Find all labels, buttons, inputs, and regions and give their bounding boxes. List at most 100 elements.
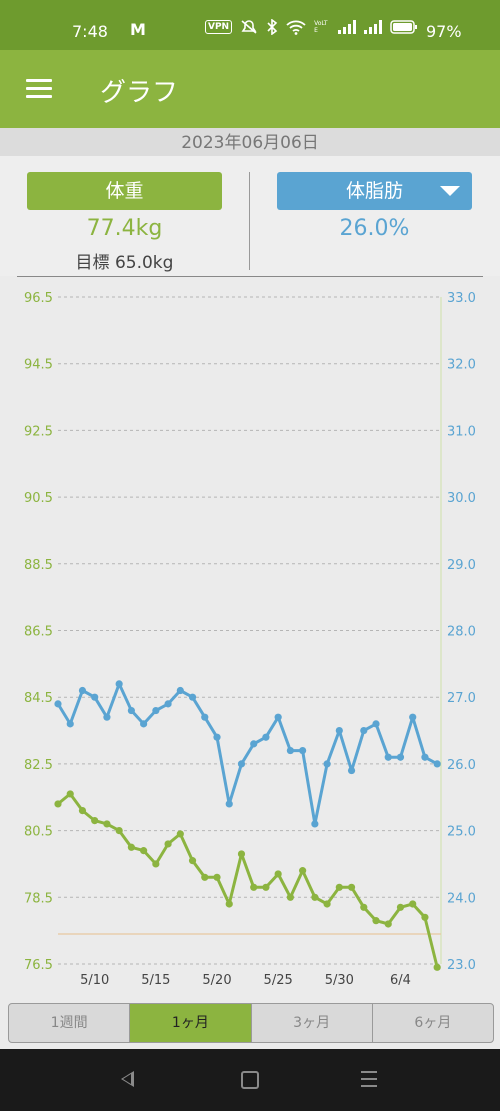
right-tick-label: 32.0 (447, 358, 476, 373)
body-fat-point (286, 746, 294, 755)
body-fat-dropdown[interactable]: 体脂肪 (277, 172, 472, 210)
body-fat-point (396, 753, 405, 761)
tab-3-months[interactable]: 3ヶ月 (252, 1004, 373, 1042)
left-tick-label: 82.5 (24, 758, 53, 773)
body-fat-point (66, 720, 74, 728)
body-fat-point (299, 746, 307, 755)
weight-point (421, 913, 429, 921)
body-fat-point (409, 713, 417, 721)
right-tick-label: 24.0 (447, 891, 476, 906)
x-tick-label: 5/10 (80, 973, 109, 988)
goal-weight: 目標 65.0kg (75, 253, 174, 273)
body-fat-point (262, 733, 270, 741)
left-tick-label: 84.5 (24, 691, 53, 706)
weight-series-line (57, 792, 439, 968)
body-fat-point (188, 693, 197, 701)
body-fat-point (421, 753, 429, 761)
signal-1-icon (338, 20, 357, 34)
weight-value: 77.4kg (86, 216, 163, 241)
body-fat-point (237, 760, 246, 768)
left-tick-label: 94.5 (24, 358, 53, 373)
weight-fat-chart: 96.5 94.5 92.5 90.5 88.5 86.5 84.5 82.5 80.5 78.5… (24, 291, 476, 988)
right-tick-label: 30.0 (447, 491, 476, 506)
weight-point (103, 820, 111, 828)
weight-point (188, 857, 197, 865)
body-fat-point (201, 713, 209, 721)
body-fat-point (54, 700, 62, 708)
left-tick-label: 88.5 (24, 558, 53, 573)
body-fat-point (225, 800, 233, 808)
body-fat-point (384, 753, 392, 761)
weight-point (78, 806, 87, 815)
body-fat-point (250, 740, 258, 748)
body-fat-point (347, 766, 356, 775)
x-tick-label: 5/25 (264, 973, 293, 988)
body-fat-point (335, 726, 343, 735)
nav-home-icon[interactable] (241, 1071, 259, 1089)
weight-point (127, 843, 135, 851)
weight-point (225, 900, 233, 908)
weight-point (396, 903, 405, 911)
body-fat-point (323, 760, 331, 768)
body-fat-point (274, 713, 282, 721)
left-tick-label: 92.5 (24, 424, 53, 439)
tab-6-months[interactable]: 6ヶ月 (414, 1015, 452, 1031)
right-tick-label: 23.0 (447, 958, 476, 973)
body-fat-point (433, 760, 441, 768)
weight-point (274, 870, 282, 878)
weight-point (91, 816, 99, 825)
summary-panel: 体重 77.4kg 目標 65.0kg 体脂肪 26.0% (0, 156, 500, 276)
body-fat-point (78, 686, 87, 695)
weight-button[interactable]: 体重 (27, 172, 222, 210)
body-fat-point (164, 700, 172, 708)
weight-point (152, 860, 160, 868)
body-fat-value: 26.0% (339, 216, 410, 241)
right-tick-label: 33.0 (447, 291, 476, 306)
system-nav-bar (0, 1049, 500, 1111)
weight-point (164, 840, 172, 848)
body-fat-point (115, 680, 123, 688)
nav-recents-icon[interactable] (361, 1071, 377, 1092)
weight-point (176, 830, 184, 838)
body-fat-series-line (56, 682, 438, 826)
weight-point (372, 917, 380, 925)
weight-point (286, 893, 294, 901)
nav-back-icon[interactable] (121, 1071, 134, 1087)
summary-bottom-divider (17, 276, 483, 277)
weight-point (311, 893, 319, 901)
hamburger-menu-icon[interactable] (26, 79, 52, 99)
period-tabs: 1週間 1ヶ月 3ヶ月 6ヶ月 (8, 1003, 494, 1043)
page-title: グラフ (100, 78, 179, 108)
signal-2-icon (364, 20, 383, 34)
tab-1-month[interactable]: 1ヶ月 (130, 1004, 252, 1042)
body-fat-point (91, 693, 99, 701)
weight-point (347, 883, 356, 891)
weight-point (433, 963, 441, 971)
weight-point (54, 800, 62, 808)
left-tick-label: 90.5 (24, 491, 53, 506)
weight-point (213, 873, 221, 881)
right-tick-label: 31.0 (447, 424, 476, 439)
weight-point (201, 873, 209, 881)
body-fat-point (213, 733, 221, 741)
weight-point (140, 847, 148, 855)
weight-point (250, 883, 258, 891)
battery-percent: 97% (426, 22, 462, 41)
dropdown-triangle-icon (440, 186, 460, 196)
body-fat-point (152, 706, 160, 715)
tab-1-week[interactable]: 1週間 (9, 1004, 131, 1042)
battery-icon (390, 20, 418, 34)
weight-point (384, 920, 392, 928)
right-tick-label: 25.0 (447, 825, 476, 840)
x-tick-label: 5/20 (202, 973, 231, 988)
left-tick-label: 78.5 (24, 891, 53, 906)
right-tick-label: 29.0 (447, 558, 476, 573)
weight-point (335, 883, 343, 891)
mute-icon (241, 20, 257, 34)
right-tick-label: 28.0 (447, 625, 476, 640)
weight-point (237, 850, 246, 858)
x-tick-label: 5/15 (141, 973, 170, 988)
weight-point (262, 883, 270, 891)
left-tick-label: 80.5 (24, 825, 53, 840)
right-tick-label: 27.0 (447, 691, 476, 706)
